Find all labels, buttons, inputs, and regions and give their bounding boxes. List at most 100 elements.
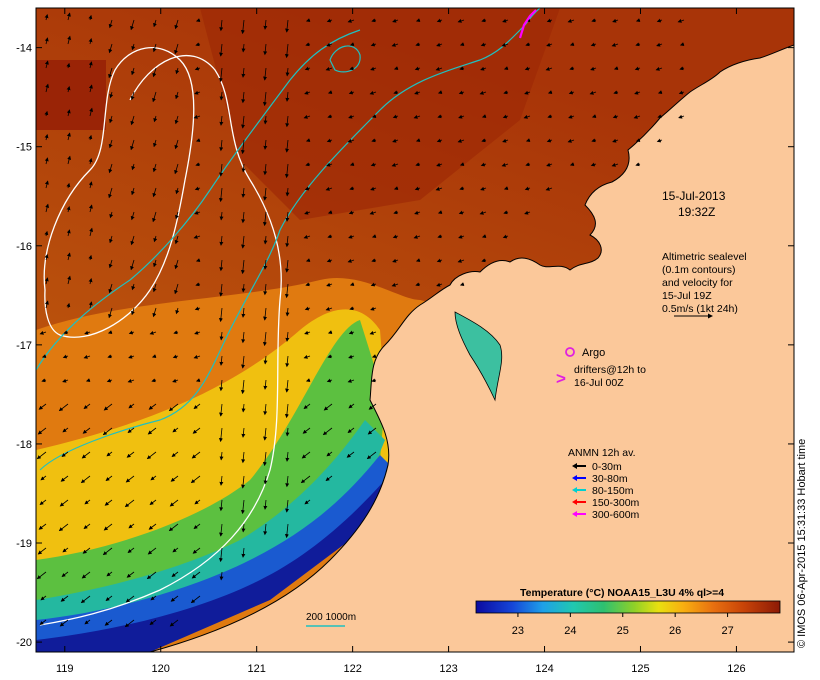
date-label: 15-Jul-2013 (662, 189, 726, 203)
velocity-arrow (36, 571, 47, 580)
velocity-arrow (174, 163, 179, 175)
velocity-arrow (130, 259, 135, 271)
velocity-arrow (635, 18, 641, 22)
colorbar (475, 600, 781, 614)
velocity-arrow (128, 523, 135, 529)
velocity-arrow (174, 19, 179, 30)
altimetry-line4: 15-Jul 19Z (662, 290, 712, 302)
colorbar-tick-label: 26 (669, 625, 681, 637)
velocity-arrow (194, 499, 201, 505)
velocity-arrow (82, 547, 91, 554)
velocity-arrow (503, 90, 509, 95)
lon-tick-label: 122 (343, 663, 361, 675)
velocity-arrow (458, 114, 465, 119)
velocity-arrow (219, 451, 224, 461)
velocity-arrow (284, 283, 289, 299)
velocity-arrow (174, 43, 179, 55)
drifters-line2: 16-Jul 00Z (574, 377, 624, 389)
velocity-arrow (415, 138, 421, 142)
velocity-arrow (59, 499, 69, 507)
velocity-arrow (369, 210, 377, 215)
velocity-scale-label: 0.5m/s (1kt 24h) (662, 303, 738, 315)
velocity-arrow (567, 18, 575, 23)
velocity-arrow (89, 107, 94, 117)
velocity-arrow (480, 162, 487, 167)
velocity-arrow (130, 235, 135, 246)
velocity-arrow (102, 547, 113, 556)
velocity-arrow (126, 451, 135, 458)
velocity-arrow (346, 451, 355, 458)
argo-label: Argo (582, 347, 605, 359)
velocity-arrow (191, 571, 201, 579)
velocity-arrow (370, 306, 377, 311)
velocity-arrow (241, 331, 246, 344)
sst-band-green (36, 320, 385, 652)
velocity-arrow (191, 451, 201, 459)
velocity-arrow (109, 91, 114, 99)
anmn-label: 80-150m (592, 485, 634, 497)
velocity-arrow (437, 210, 443, 214)
drifters-line1: drifters@12h to (574, 364, 646, 376)
velocity-arrow (503, 210, 509, 215)
velocity-arrow (170, 595, 179, 602)
velocity-arrow (285, 91, 290, 102)
velocity-arrow (613, 66, 619, 70)
velocity-arrow (413, 234, 421, 239)
velocity-arrow (66, 252, 71, 261)
velocity-arrow (130, 211, 135, 221)
velocity-arrow (480, 186, 487, 191)
velocity-arrow (569, 162, 575, 166)
velocity-arrow (349, 282, 355, 286)
time-label: 19:32Z (678, 205, 715, 219)
velocity-arrow (195, 378, 201, 382)
velocity-arrow (150, 475, 157, 481)
velocity-arrow (66, 229, 71, 237)
velocity-arrow (174, 235, 179, 245)
velocity-arrow (285, 187, 290, 197)
velocity-arrow (656, 138, 663, 143)
velocity-arrow (109, 211, 114, 219)
velocity-arrow (84, 619, 91, 625)
velocity-arrow (152, 67, 157, 78)
velocity-arrow (130, 91, 135, 101)
velocity-arrow (108, 307, 113, 319)
velocity-arrow (195, 138, 201, 142)
velocity-arrow (169, 619, 179, 627)
velocity-arrow (327, 114, 333, 119)
velocity-arrow (85, 378, 91, 382)
velocity-arrow (59, 619, 69, 627)
credit-text: © IMOS 06-Apr-2015 15:31:33 Hobart time (796, 438, 808, 648)
colorbar-tick-label: 24 (564, 625, 576, 637)
velocity-arrow (437, 114, 443, 119)
colorbar-tick-label: 25 (617, 625, 629, 637)
velocity-arrow (127, 378, 135, 383)
velocity-arrow (241, 403, 246, 413)
velocity-arrow (392, 258, 399, 263)
velocity-arrow (657, 114, 663, 119)
velocity-arrow (413, 114, 421, 119)
velocity-arrow (327, 330, 333, 334)
velocity-arrow (83, 354, 91, 359)
velocity-arrow (170, 475, 179, 482)
velocity-arrow (393, 90, 399, 95)
velocity-arrow (130, 19, 135, 31)
velocity-arrow (285, 475, 290, 488)
velocity-arrow (545, 186, 553, 191)
velocity-arrow (263, 43, 268, 56)
velocity-arrow (569, 42, 575, 46)
velocity-arrow (457, 258, 465, 263)
velocity-arrow (348, 403, 355, 409)
velocity-arrow (347, 378, 355, 383)
altimetry-line3: and velocity for (662, 277, 733, 289)
velocity-arrow (192, 427, 201, 434)
velocity-arrow (218, 307, 223, 323)
velocity-arrow (633, 114, 641, 119)
velocity-arrow (108, 163, 113, 174)
velocity-arrow (125, 475, 135, 483)
sealevel-contour (39, 54, 282, 626)
velocity-arrow (108, 139, 113, 149)
velocity-arrow (524, 210, 531, 215)
altimetry-line1: Altimetric sealevel (662, 251, 747, 263)
velocity-arrow (240, 499, 245, 515)
velocity-arrow (66, 132, 71, 141)
